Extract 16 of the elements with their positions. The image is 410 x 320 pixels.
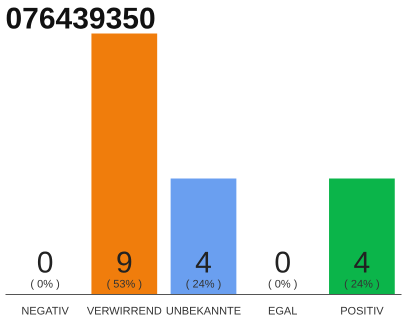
x-tick-label: POSITIV (340, 306, 384, 318)
data-label: 9 (116, 246, 133, 280)
x-tick-label: UNBEKANNTE (166, 306, 242, 318)
data-label: 4 (195, 246, 212, 280)
annotation: ( 0% ) (30, 278, 60, 290)
x-tick-label: EGAL (268, 306, 298, 318)
annotation: ( 24% ) (186, 278, 222, 290)
data-label: 0 (274, 246, 292, 280)
annotation: ( 0% ) (268, 278, 298, 290)
annotation: ( 53% ) (106, 278, 142, 290)
data-label: 4 (354, 246, 370, 280)
x-tick-label: NEGATIV (21, 306, 70, 318)
annotation: ( 24% ) (344, 278, 380, 290)
chart-title: 076439350 (6, 2, 156, 36)
data-label: 0 (36, 246, 54, 280)
x-tick-label: VERWIRREND (86, 306, 162, 318)
